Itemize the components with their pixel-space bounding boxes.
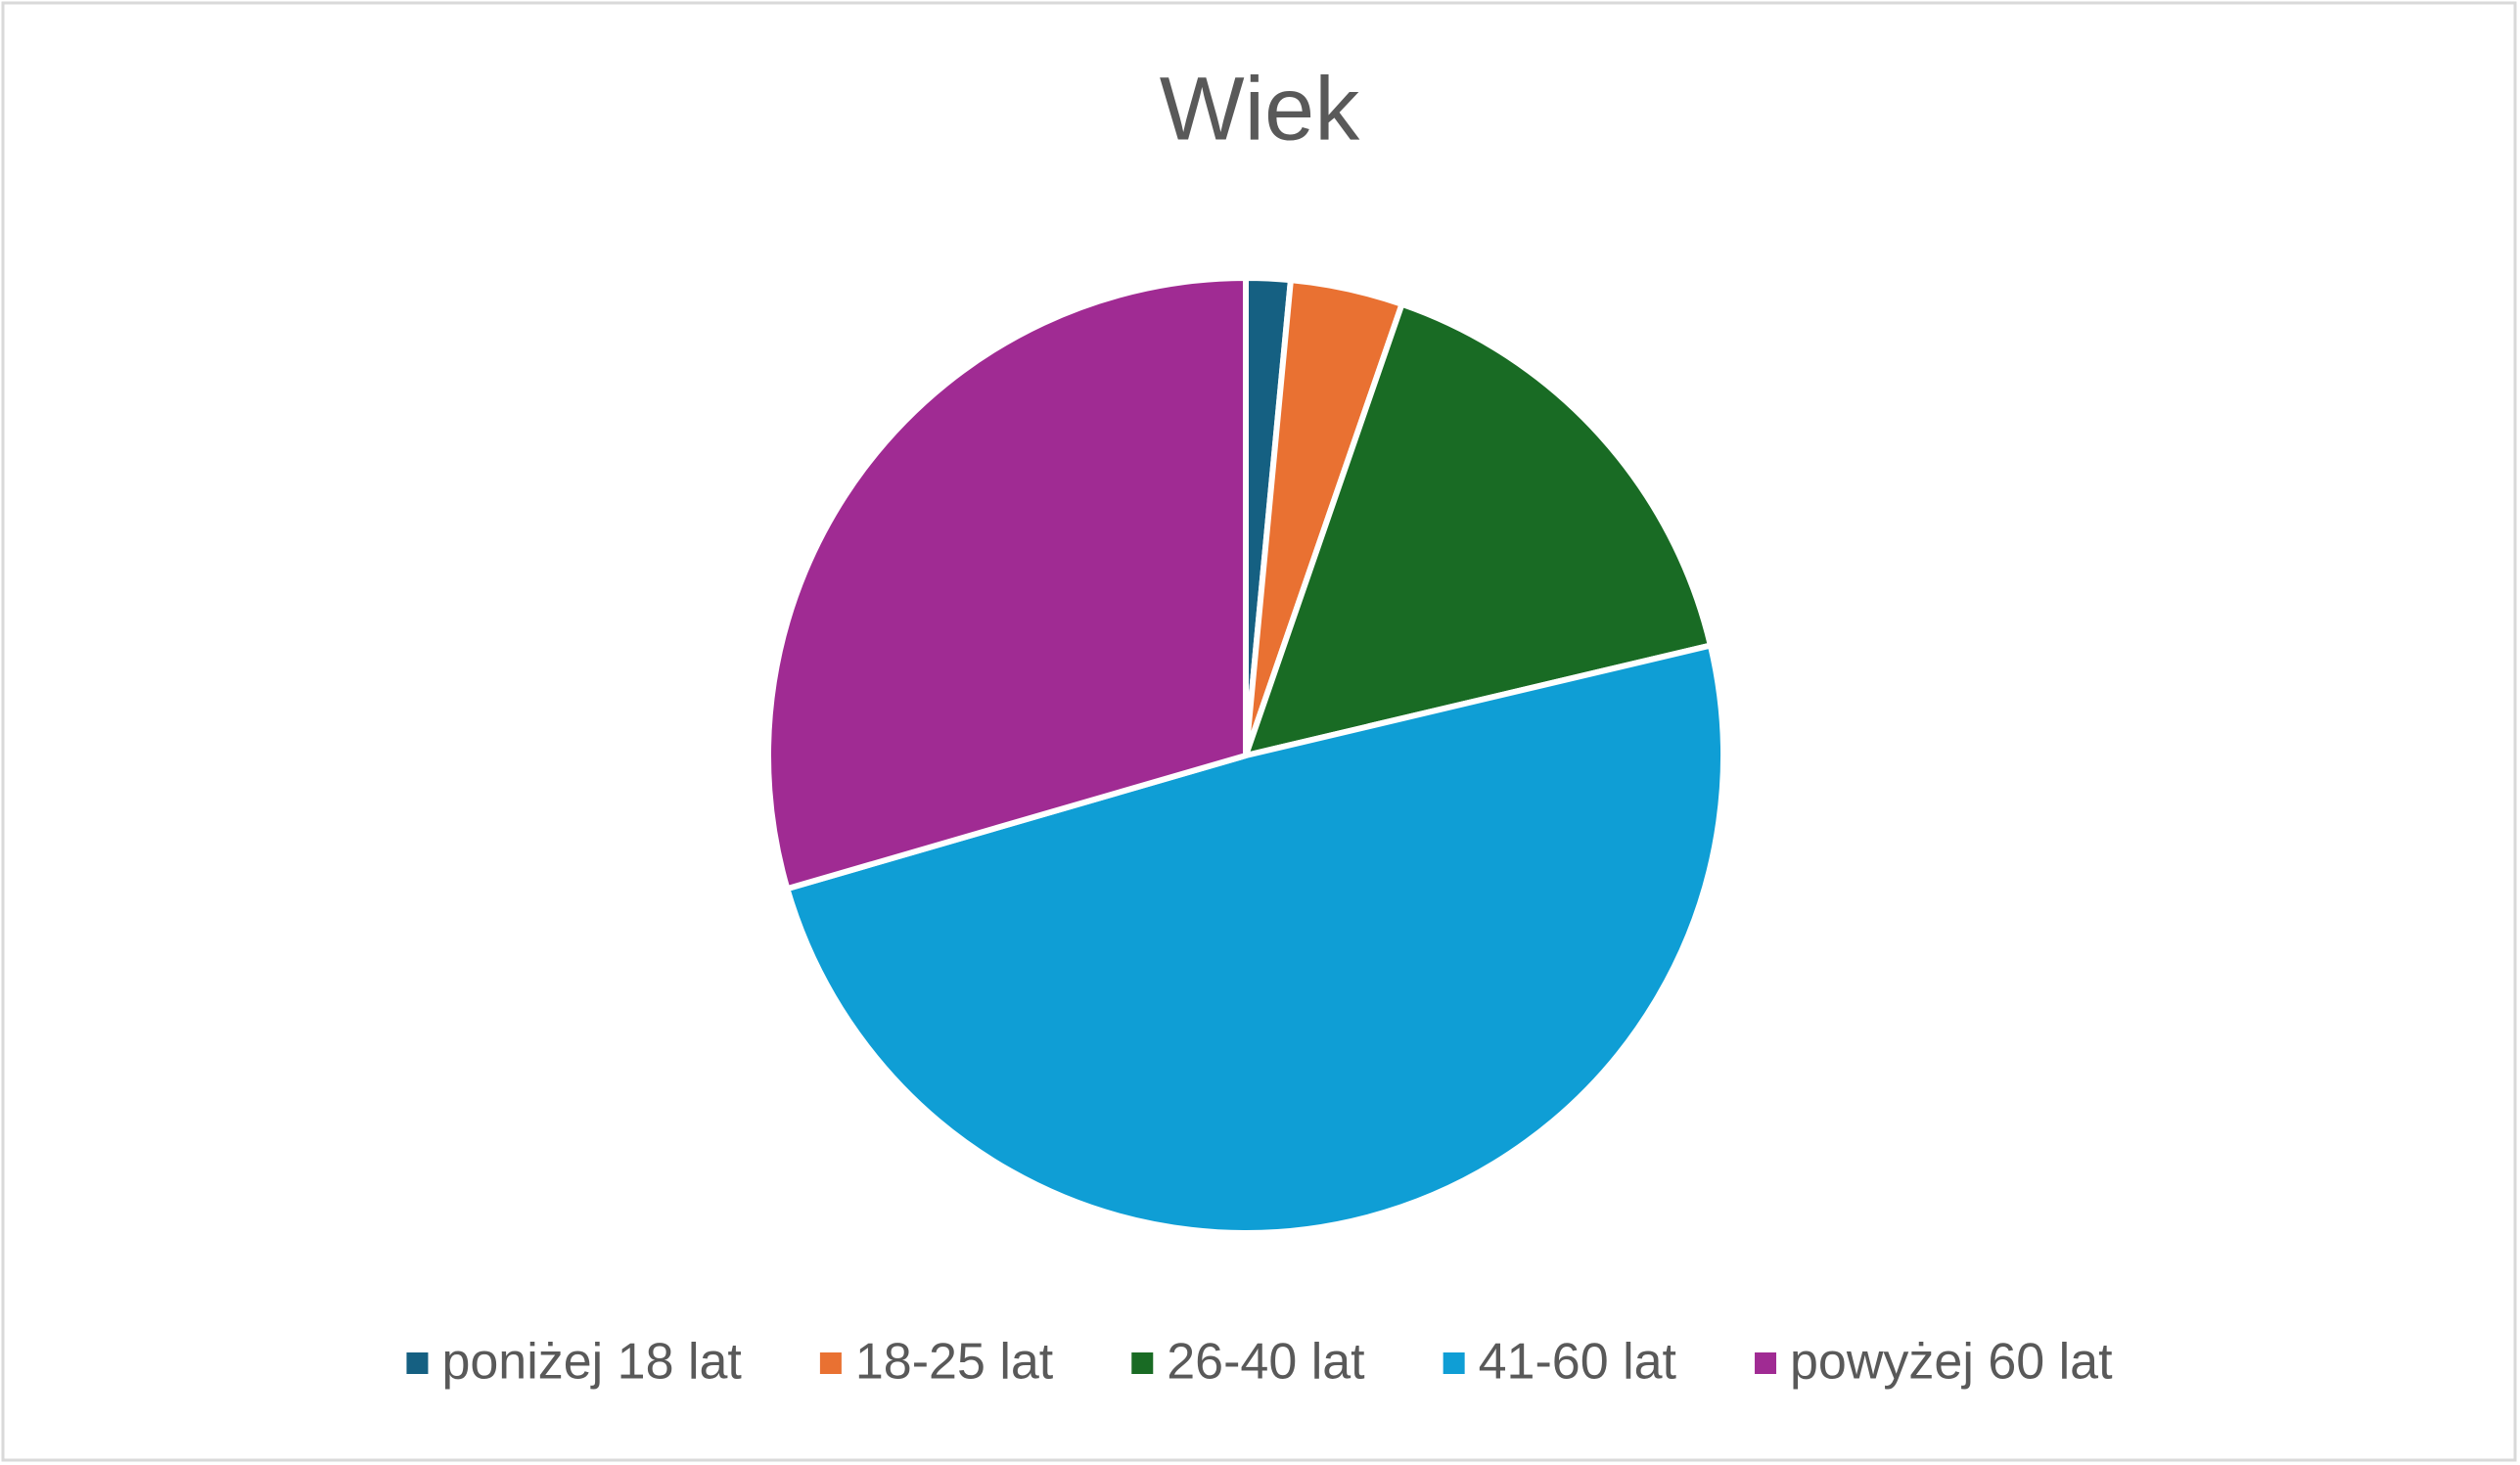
legend-label: 41-60 lat: [1479, 1334, 1677, 1391]
pie-slice: [784, 642, 1726, 1236]
legend-label: 26-40 lat: [1167, 1334, 1365, 1391]
legend-swatch: [819, 1352, 842, 1374]
legend-swatch: [1443, 1352, 1465, 1374]
legend-swatch: [1755, 1352, 1777, 1374]
legend-label: poniżej 18 lat: [441, 1334, 742, 1391]
chart-title: Wiek: [1160, 59, 1360, 159]
legend-label: 18-25 lat: [855, 1334, 1054, 1391]
pie-slice: [1243, 300, 1714, 758]
pie-slice: [765, 275, 1249, 893]
legend-label: powyżej 60 lat: [1790, 1334, 2113, 1391]
legend-swatch: [1131, 1352, 1154, 1374]
legend-swatch: [406, 1352, 429, 1374]
